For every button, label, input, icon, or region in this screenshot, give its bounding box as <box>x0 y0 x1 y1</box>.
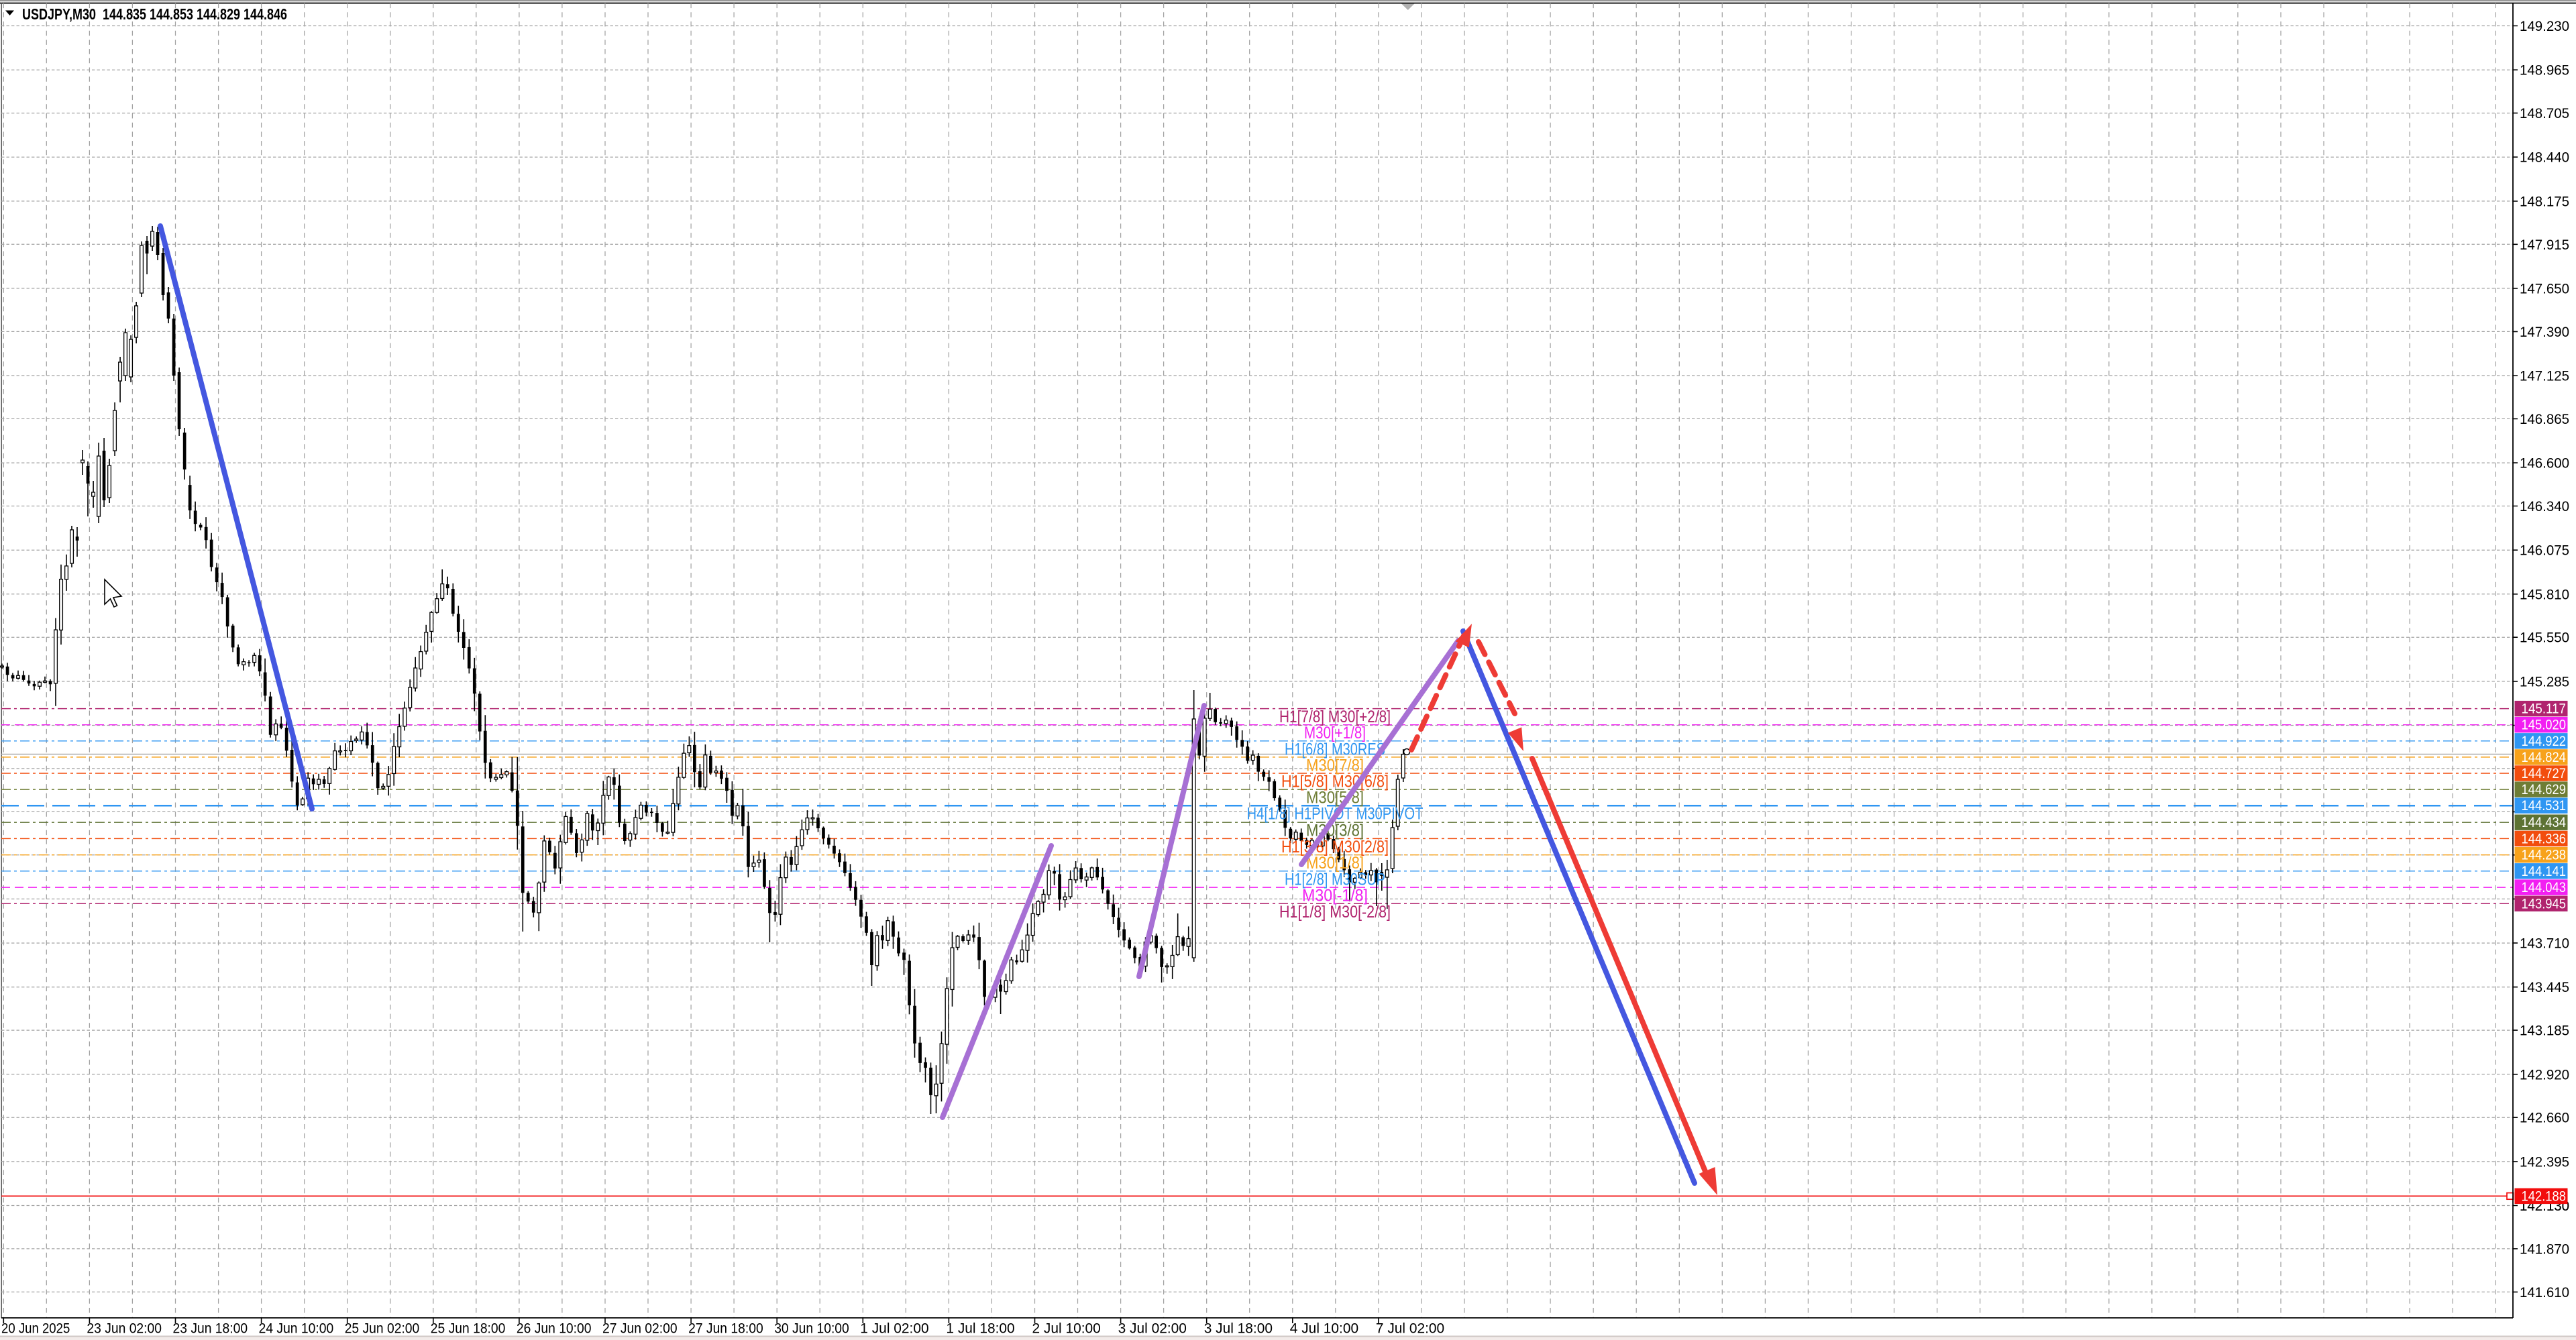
svg-text:147.915: 147.915 <box>2520 237 2569 253</box>
svg-text:143.445: 143.445 <box>2520 979 2569 995</box>
svg-text:1 Jul 02:00: 1 Jul 02:00 <box>860 1321 928 1337</box>
svg-text:146.865: 146.865 <box>2520 411 2569 427</box>
svg-text:H1[1/8] M30[-2/8]: H1[1/8] M30[-2/8] <box>1279 903 1391 922</box>
svg-text:7 Jul 02:00: 7 Jul 02:00 <box>1376 1321 1444 1337</box>
svg-text:144.336: 144.336 <box>2522 831 2567 846</box>
svg-text:144.727: 144.727 <box>2522 766 2567 781</box>
svg-text:H1[3/8] M30[2/8]: H1[3/8] M30[2/8] <box>1281 838 1389 856</box>
svg-text:27 Jun 02:00: 27 Jun 02:00 <box>602 1321 678 1337</box>
svg-text:144.043: 144.043 <box>2522 880 2567 895</box>
svg-text:H1[5/8] M30[6/8]: H1[5/8] M30[6/8] <box>1281 773 1389 791</box>
svg-text:23 Jun 02:00: 23 Jun 02:00 <box>87 1321 162 1337</box>
svg-text:143.710: 143.710 <box>2520 936 2569 952</box>
svg-text:24 Jun 10:00: 24 Jun 10:00 <box>259 1321 334 1337</box>
svg-text:M30[1/8]: M30[1/8] <box>1306 854 1364 873</box>
svg-text:145.285: 145.285 <box>2520 673 2569 689</box>
svg-text:144.141: 144.141 <box>2522 864 2567 879</box>
svg-text:30 Jun 10:00: 30 Jun 10:00 <box>774 1321 849 1337</box>
svg-text:141.610: 141.610 <box>2520 1284 2569 1300</box>
svg-text:142.188: 142.188 <box>2522 1188 2567 1204</box>
svg-text:H1[2/8] M30SUP: H1[2/8] M30SUP <box>1285 870 1385 889</box>
svg-text:142.660: 142.660 <box>2520 1110 2569 1126</box>
svg-text:147.390: 147.390 <box>2520 324 2569 340</box>
svg-text:149.230: 149.230 <box>2520 18 2569 34</box>
svg-text:4 Jul 10:00: 4 Jul 10:00 <box>1290 1321 1358 1337</box>
svg-text:M30[-1/8]: M30[-1/8] <box>1302 887 1368 905</box>
svg-text:M30[+1/8]: M30[+1/8] <box>1304 724 1366 742</box>
svg-text:27 Jun 18:00: 27 Jun 18:00 <box>688 1321 763 1337</box>
svg-text:145.020: 145.020 <box>2522 718 2567 733</box>
svg-text:145.810: 145.810 <box>2520 586 2569 602</box>
svg-text:H1[6/8] M30RES: H1[6/8] M30RES <box>1285 740 1385 759</box>
svg-text:142.920: 142.920 <box>2520 1066 2569 1082</box>
svg-text:146.600: 146.600 <box>2520 455 2569 471</box>
svg-text:142.395: 142.395 <box>2520 1154 2569 1170</box>
svg-text:M30[3/8]: M30[3/8] <box>1306 822 1364 840</box>
svg-text:3 Jul 02:00: 3 Jul 02:00 <box>1118 1321 1187 1337</box>
svg-text:147.650: 147.650 <box>2520 280 2569 296</box>
svg-text:1 Jul 18:00: 1 Jul 18:00 <box>946 1321 1014 1337</box>
svg-text:144.629: 144.629 <box>2522 782 2567 797</box>
svg-text:146.075: 146.075 <box>2520 543 2569 559</box>
svg-text:143.945: 143.945 <box>2522 896 2567 911</box>
svg-text:144.824: 144.824 <box>2522 750 2567 765</box>
svg-text:144.531: 144.531 <box>2522 798 2567 814</box>
svg-text:144.434: 144.434 <box>2522 815 2567 830</box>
svg-text:148.705: 148.705 <box>2520 105 2569 121</box>
svg-text:23 Jun 18:00: 23 Jun 18:00 <box>173 1321 248 1337</box>
svg-text:USDJPY,M30 144.835 144.853 14: USDJPY,M30 144.835 144.853 144.829 144.8… <box>22 5 287 23</box>
svg-text:3 Jul 18:00: 3 Jul 18:00 <box>1204 1321 1273 1337</box>
svg-text:20 Jun 2025: 20 Jun 2025 <box>1 1321 70 1337</box>
svg-text:143.185: 143.185 <box>2520 1023 2569 1039</box>
svg-text:26 Jun 10:00: 26 Jun 10:00 <box>517 1321 592 1337</box>
svg-text:144.922: 144.922 <box>2522 734 2567 749</box>
svg-text:148.175: 148.175 <box>2520 193 2569 209</box>
svg-text:M30[7/8]: M30[7/8] <box>1306 756 1364 775</box>
svg-text:146.340: 146.340 <box>2520 498 2569 514</box>
svg-text:25 Jun 02:00: 25 Jun 02:00 <box>345 1321 420 1337</box>
svg-text:148.440: 148.440 <box>2520 150 2569 166</box>
svg-text:2 Jul 10:00: 2 Jul 10:00 <box>1032 1321 1101 1337</box>
svg-text:144.238: 144.238 <box>2522 848 2567 863</box>
svg-text:H1[7/8] M30[+2/8]: H1[7/8] M30[+2/8] <box>1279 708 1391 726</box>
svg-text:25 Jun 18:00: 25 Jun 18:00 <box>431 1321 506 1337</box>
svg-text:147.125: 147.125 <box>2520 368 2569 384</box>
svg-text:145.117: 145.117 <box>2522 702 2567 717</box>
svg-text:145.550: 145.550 <box>2520 630 2569 646</box>
svg-text:141.870: 141.870 <box>2520 1241 2569 1257</box>
svg-text:148.965: 148.965 <box>2520 62 2569 78</box>
